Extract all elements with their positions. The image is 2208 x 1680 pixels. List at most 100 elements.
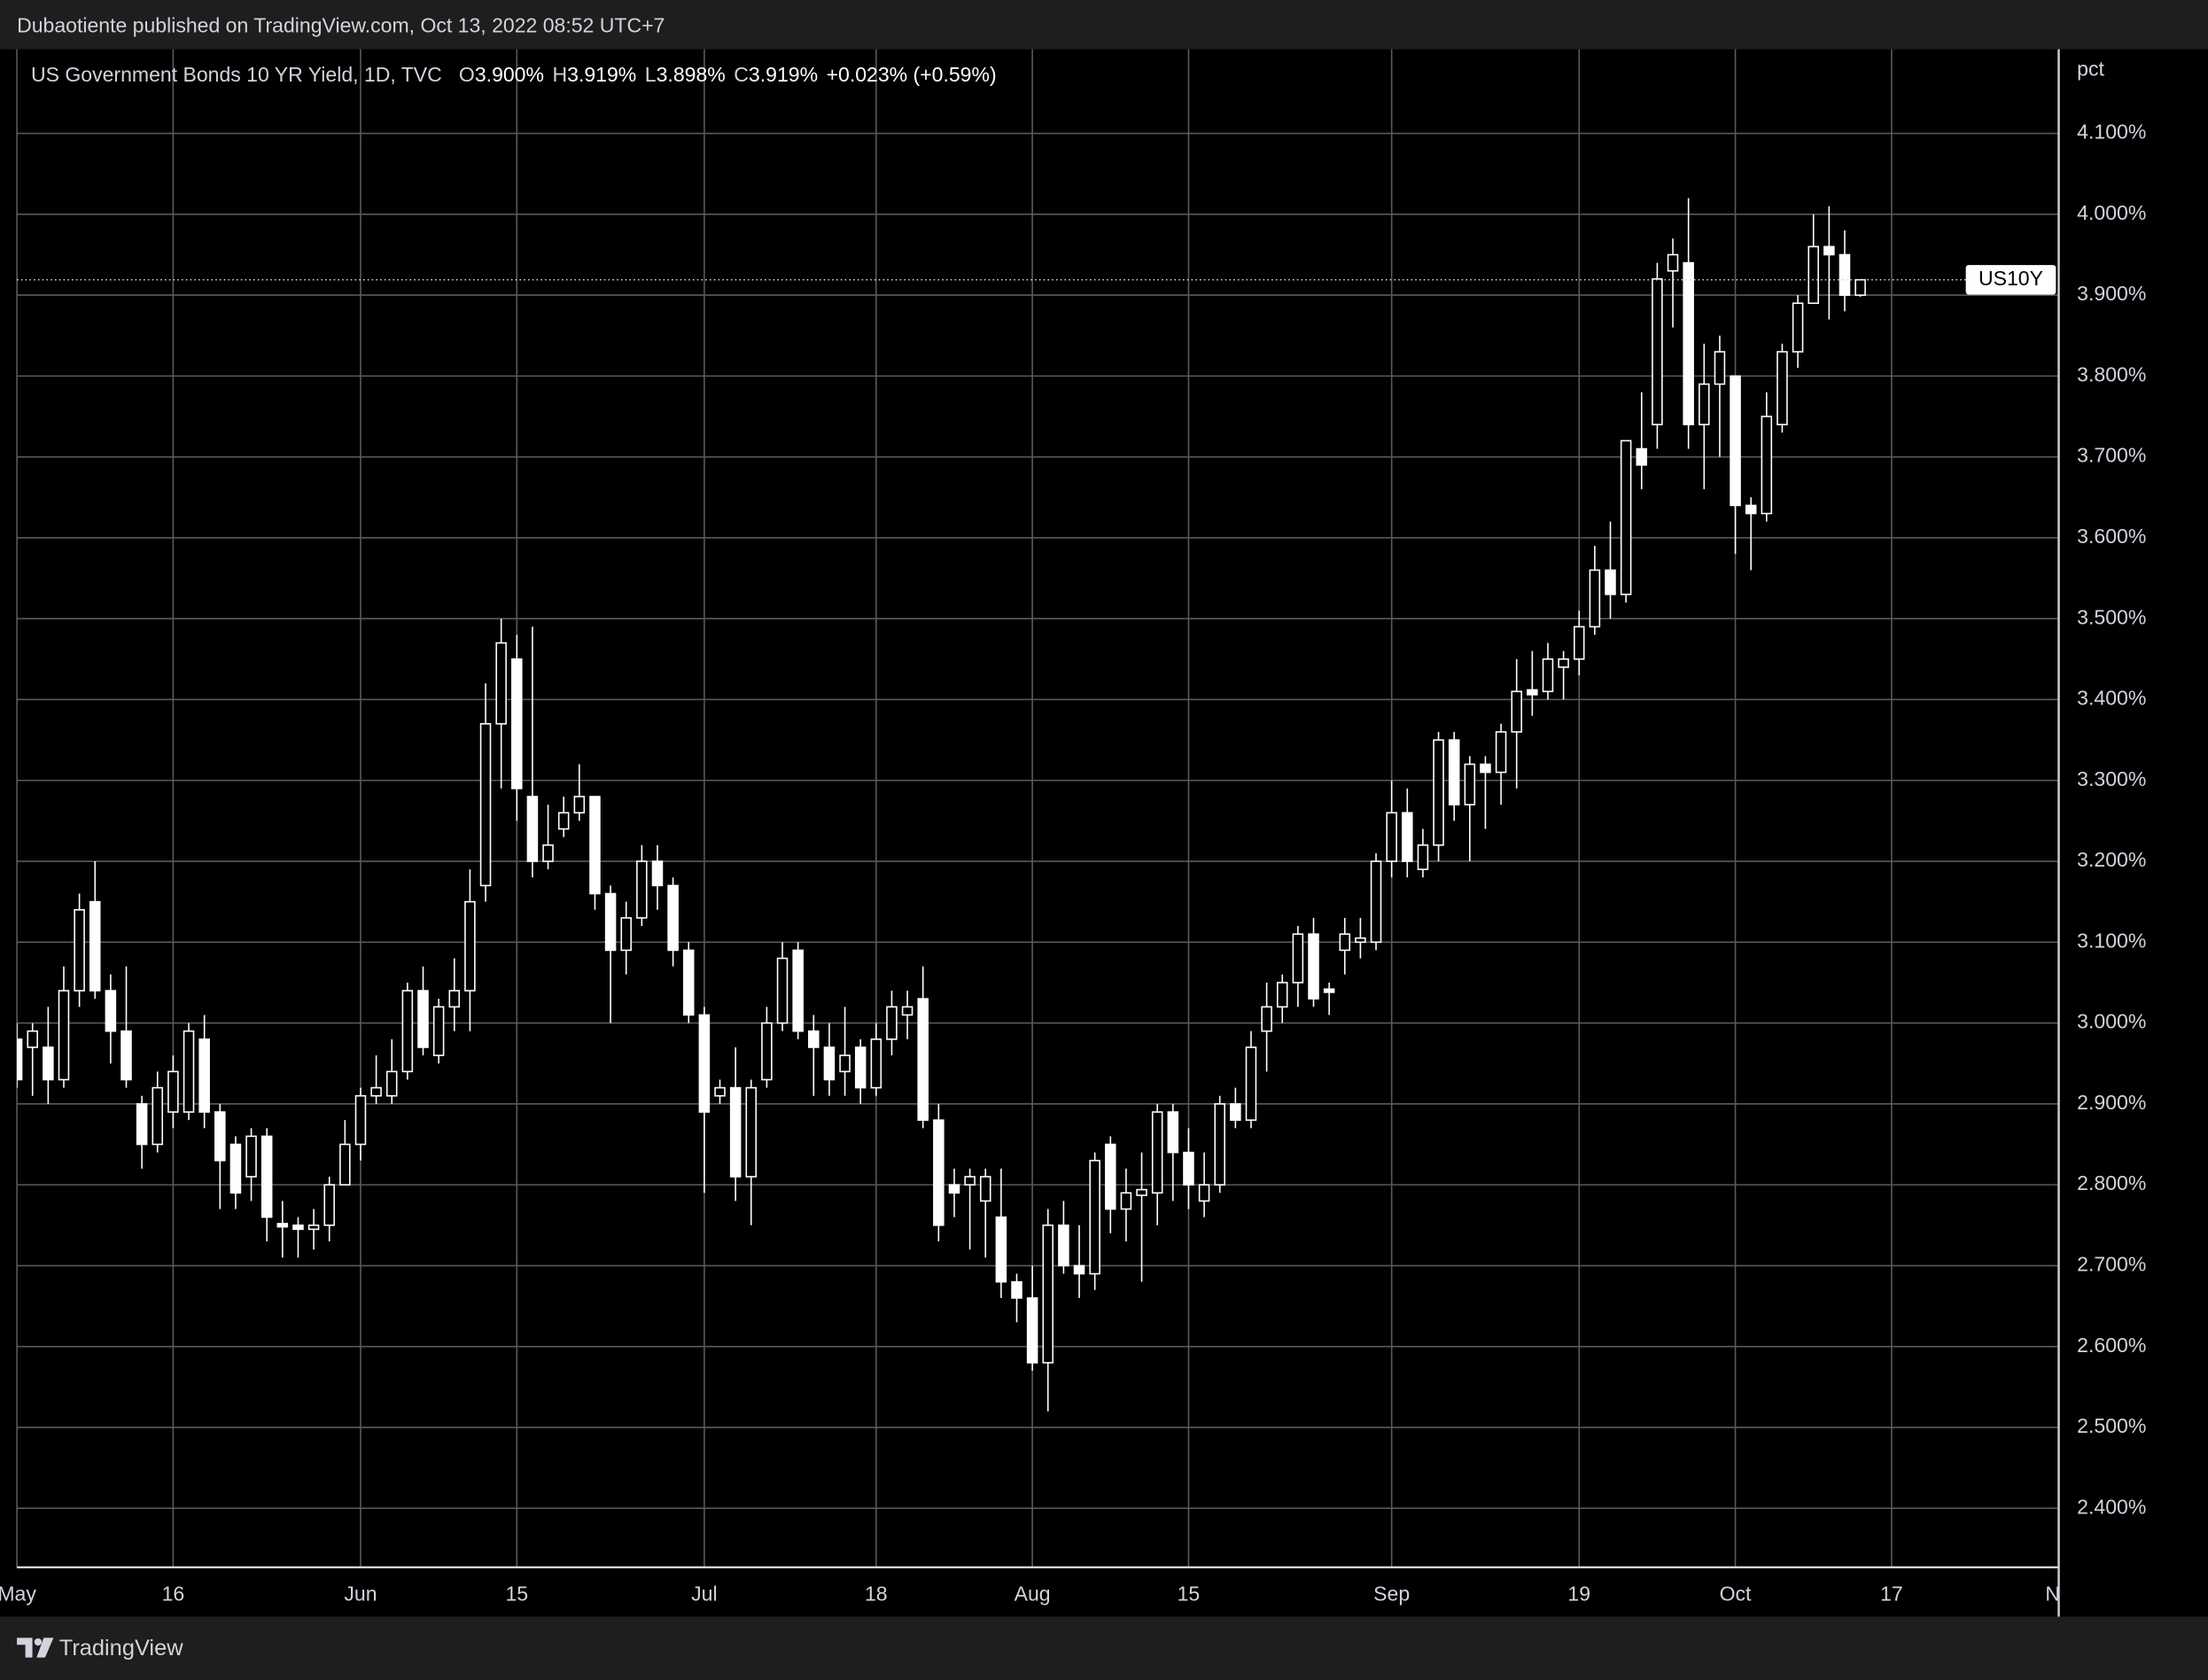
x-tick-label: Nov (2045, 1583, 2081, 1606)
price-label-box (1965, 265, 2056, 295)
candle-body (761, 1022, 773, 1081)
candle-body (1276, 982, 1288, 1008)
candle-body (1386, 812, 1397, 862)
y-tick-label: 3.800% (2077, 362, 2146, 385)
candle-body (1073, 1264, 1085, 1275)
candle-body (995, 1216, 1007, 1283)
x-tick-label: 18 (865, 1583, 888, 1606)
candle-body (964, 1176, 976, 1186)
y-tick-label: 3.200% (2077, 848, 2146, 871)
candle-body (167, 1070, 179, 1113)
x-tick-label: Aug (1015, 1583, 1051, 1606)
x-tick-label: Jul (691, 1583, 717, 1606)
y-tick-label: 4.000% (2077, 201, 2146, 224)
candle-body (229, 1143, 242, 1194)
candle-body (714, 1086, 726, 1097)
candle-body (464, 900, 476, 992)
candle-body (526, 796, 539, 862)
candle-body (1323, 988, 1335, 993)
y-tick-label: 2.700% (2077, 1252, 2146, 1275)
logo-dot (34, 1637, 43, 1646)
candle-body (1808, 245, 1819, 305)
candle-body (589, 796, 601, 895)
candle-body (27, 1030, 38, 1048)
candle-body (667, 884, 679, 952)
x-tick-label: 15 (1178, 1583, 1201, 1606)
candle-body (105, 990, 117, 1032)
candle-body (1714, 351, 1726, 385)
candle-body (1339, 933, 1351, 952)
candle-body (1433, 739, 1444, 846)
chart-title: US Government Bonds 10 YR Yield, 1D, TVC (31, 63, 442, 86)
legend-change: +0.023% (827, 63, 908, 86)
published-note: Dubaotiente published on TradingView.com… (17, 13, 665, 36)
candle-body (1839, 253, 1851, 296)
candle-body (620, 917, 632, 952)
candle-body (901, 1006, 914, 1016)
candle-body (43, 1046, 54, 1081)
candle-body (698, 1014, 711, 1113)
candle-body (1089, 1159, 1100, 1275)
candle-body (1667, 253, 1679, 272)
candle-body (292, 1224, 304, 1231)
y-tick-label: 2.800% (2077, 1171, 2146, 1194)
candle-body (417, 990, 429, 1048)
candle-body (495, 642, 507, 725)
candle-body (651, 860, 664, 887)
legend-key: O (459, 63, 475, 86)
x-tick-label: 15 (505, 1583, 528, 1606)
y-tick-label: 3.700% (2077, 444, 2146, 467)
candle-body (511, 658, 523, 789)
legend-value: 3.919% (567, 63, 636, 86)
candle-body (1245, 1046, 1257, 1121)
candle-body (948, 1184, 960, 1194)
candle-body (979, 1176, 991, 1202)
x-tick-label: Sep (1373, 1583, 1410, 1606)
price-line-group: US10Y (17, 265, 2056, 295)
x-tick-label: May (0, 1583, 36, 1606)
candle-body (448, 990, 461, 1008)
y-tick-label: 2.900% (2077, 1091, 2146, 1114)
candle-body (573, 796, 586, 814)
candle-body (370, 1086, 382, 1097)
candle-body (557, 812, 570, 830)
y-tick-label: 2.600% (2077, 1334, 2146, 1357)
candle-body (74, 908, 85, 992)
candle-body (1167, 1111, 1179, 1154)
candle-body (323, 1184, 335, 1226)
legend-change-percent: (+0.59%) (914, 63, 997, 86)
y-tick-label: 2.500% (2077, 1414, 2146, 1437)
candle-body (245, 1135, 257, 1178)
candle-body (198, 1038, 210, 1113)
candle-body (1636, 447, 1648, 466)
candle-body (729, 1086, 742, 1178)
candle-body (1480, 763, 1491, 774)
candle-body (1230, 1103, 1241, 1121)
y-tick-label: 3.900% (2077, 282, 2146, 305)
y-tick-label: 3.400% (2077, 687, 2146, 710)
candle-body (1730, 375, 1741, 507)
price-label: US10Y (1979, 267, 2043, 290)
candle-body (121, 1030, 132, 1081)
y-tick-label: 3.600% (2077, 525, 2146, 548)
candle-body (1198, 1184, 1210, 1202)
y-tick-label: 3.000% (2077, 1010, 2146, 1033)
candle-body (604, 892, 617, 952)
candle-body (808, 1030, 820, 1048)
candle-body (1308, 933, 1319, 999)
candle-body (1527, 688, 1538, 696)
legend-key: C (734, 63, 749, 86)
candle-body (792, 949, 804, 1032)
y-tick-label: 3.100% (2077, 929, 2146, 952)
x-tick-label: 19 (1567, 1583, 1590, 1606)
candle-body (58, 990, 70, 1081)
footer-logo (17, 1637, 54, 1658)
candle-body (1058, 1224, 1069, 1267)
candle-body (1464, 763, 1476, 805)
candle-body (1558, 658, 1569, 668)
candle-body (886, 1006, 898, 1040)
legend-value: 3.900% (475, 63, 544, 86)
candle-body (854, 1046, 867, 1089)
candle-body (1355, 937, 1366, 944)
